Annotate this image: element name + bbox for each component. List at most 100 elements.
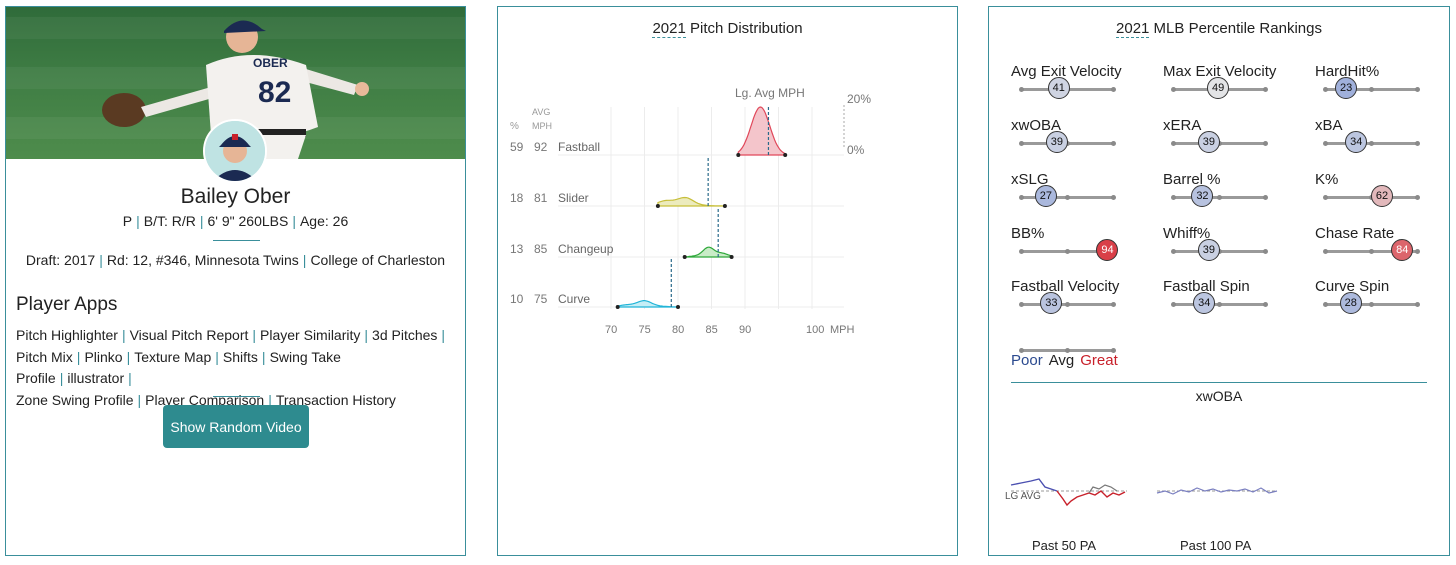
pitch-usage-pct: 13 xyxy=(510,242,524,256)
player-apps-title: Player Apps xyxy=(16,294,118,315)
percentile-track-dot xyxy=(1263,195,1268,200)
x-tick-label: 90 xyxy=(739,324,751,336)
percentile-value-badge[interactable]: 41 xyxy=(1047,77,1070,99)
legend-slider xyxy=(1011,324,1131,354)
pitch-max-dot xyxy=(783,153,788,157)
app-link-visual-pitch-report[interactable]: Visual Pitch Report xyxy=(129,327,249,343)
pitch-max-dot xyxy=(676,305,680,309)
percentile-track-dot xyxy=(1171,87,1176,92)
app-link-transaction-history[interactable]: Transaction History xyxy=(275,391,396,408)
divider xyxy=(213,240,260,241)
percentile-track-dot xyxy=(1263,87,1268,92)
percentile-value-badge[interactable]: 23 xyxy=(1335,77,1358,99)
percentile-value-badge[interactable]: 39 xyxy=(1197,239,1220,261)
pitch-density-curve xyxy=(657,196,725,207)
pitch-row-changeup[interactable]: 13 85 Changeup xyxy=(510,209,734,259)
pitch-avg-mph: 75 xyxy=(534,292,548,306)
pitch-distribution-year[interactable]: 2021 xyxy=(652,20,686,38)
percentile-track-dot xyxy=(1019,87,1024,92)
app-link-shifts[interactable]: Shifts xyxy=(222,348,258,365)
player-draft-info: Draft: 2017 | Rd: 12, #346, Minnesota Twin… xyxy=(25,252,446,268)
app-link-player-similarity[interactable]: Player Similarity xyxy=(260,327,361,343)
app-link-texture-map[interactable]: Texture Map xyxy=(134,348,212,365)
percentile-track-dot xyxy=(1369,302,1374,307)
percentile-track-dot xyxy=(1171,249,1176,254)
percentile-value-badge[interactable]: 39 xyxy=(1197,131,1220,153)
pitch-distribution-title-text: Pitch Distribution xyxy=(685,20,803,37)
pitch-avg-mph: 92 xyxy=(534,140,548,154)
pitch-density-curve xyxy=(684,246,733,258)
percentile-value-badge[interactable]: 34 xyxy=(1345,131,1368,153)
divider xyxy=(213,396,260,397)
percentile-track-dot xyxy=(1323,87,1328,92)
header-avg: AVG xyxy=(532,107,550,117)
percentile-track-dot xyxy=(1323,195,1328,200)
pitch-min-dot xyxy=(655,204,660,208)
jersey-name-text: OBER xyxy=(253,56,288,70)
percentile-value-badge[interactable]: 33 xyxy=(1040,292,1063,314)
legend-avg: Avg xyxy=(1048,352,1075,369)
pitch-min-dot xyxy=(615,305,620,309)
pitch-name: Fastball xyxy=(558,140,600,154)
app-link-illustrator[interactable]: illustrator xyxy=(67,370,125,386)
percentile-track-dot xyxy=(1323,302,1328,307)
percentile-legend: Poor Avg Great xyxy=(1011,352,1118,369)
app-link-player-comparison[interactable]: Player Comparison xyxy=(145,391,265,408)
percentile-value-badge[interactable]: 62 xyxy=(1371,185,1394,207)
percentile-track-dot xyxy=(1111,141,1116,146)
pitch-row-slider[interactable]: 18 81 Slider xyxy=(510,158,727,208)
percentile-track-dot xyxy=(1171,195,1176,200)
percentile-label: Max Exit Velocity xyxy=(1163,63,1277,80)
percentile-value-badge[interactable]: 39 xyxy=(1045,131,1068,153)
percentile-label: Avg Exit Velocity xyxy=(1011,63,1122,80)
percentile-track-dot xyxy=(1019,302,1024,307)
pitch-distribution-panel: 2021 Pitch Distribution % AVG MPH Lg. Av… xyxy=(497,6,958,556)
app-link-zone-swing-profile[interactable]: Zone Swing Profile xyxy=(16,391,134,408)
percentile-value-badge[interactable]: 94 xyxy=(1096,239,1119,261)
percentile-label: xwOBA xyxy=(1011,117,1062,134)
draft-team: Minnesota Twins xyxy=(194,252,299,268)
percentile-track-dot xyxy=(1065,249,1070,254)
percentile-value-badge[interactable]: 28 xyxy=(1339,292,1362,314)
pitch-row-curve[interactable]: 10 75 Curve xyxy=(510,259,680,309)
show-random-video-button[interactable]: Show Random Video xyxy=(163,405,309,448)
percentile-track-dot xyxy=(1217,195,1222,200)
pitch-max-dot xyxy=(722,204,727,208)
percentile-xera: xERA 39 xyxy=(1163,117,1303,157)
percentile-track-dot xyxy=(1323,249,1328,254)
app-link-pitch-highlighter[interactable]: Pitch Highlighter xyxy=(16,327,118,343)
app-link-pitch-mix[interactable]: Pitch Mix xyxy=(16,348,73,365)
player-age: Age: 26 xyxy=(299,213,349,229)
x-tick-label: 100 xyxy=(806,324,824,336)
lg-avg-label: LG AVG xyxy=(1005,491,1041,502)
percentile-value-badge[interactable]: 84 xyxy=(1391,239,1414,261)
percentile-label: Curve Spin xyxy=(1315,278,1390,295)
percentile-label: xERA xyxy=(1163,117,1202,134)
x-tick-label: 80 xyxy=(672,324,684,336)
percentile-curve-spin: Curve Spin 28 xyxy=(1315,278,1449,318)
pitch-usage-pct: 59 xyxy=(510,140,524,154)
percentile-value-badge[interactable]: 49 xyxy=(1207,77,1230,99)
percentile-rankings-title-text: MLB Percentile Rankings xyxy=(1149,20,1322,37)
percentile-value-badge[interactable]: 34 xyxy=(1193,292,1216,314)
percentile-fastball-velocity: Fastball Velocity 33 xyxy=(1011,278,1151,318)
player-bio: P | B/T: R/R | 6' 9" 260LBS | Age: 26 xyxy=(122,213,349,229)
app-link-swing-take-profile[interactable]: Swing Take Profile xyxy=(16,348,341,387)
percentile-rankings-year[interactable]: 2021 xyxy=(1116,20,1150,38)
jersey-number-text: 82 xyxy=(258,76,291,109)
percentile-track-dot xyxy=(1065,195,1070,200)
percentile-xslg: xSLG 27 xyxy=(1011,171,1151,211)
percentile-track-dot xyxy=(1415,249,1420,254)
draft-year: 2017 xyxy=(64,252,96,268)
player-school: College of Charleston xyxy=(310,252,446,268)
legend-poor: Poor xyxy=(1011,352,1043,369)
percentile-whiff: Whiff% 39 xyxy=(1163,225,1303,265)
app-link-plinko[interactable]: Plinko xyxy=(84,348,123,365)
percentile-track-dot xyxy=(1019,249,1024,254)
app-link-3d-pitches[interactable]: 3d Pitches xyxy=(372,327,438,343)
pitch-row-fastball[interactable]: 59 92 Fastball xyxy=(510,106,788,157)
percentile-label: K% xyxy=(1315,171,1339,188)
percentile-value-badge[interactable]: 32 xyxy=(1191,185,1214,207)
percentile-value-badge[interactable]: 27 xyxy=(1034,185,1057,207)
sparkline-past-50-mid xyxy=(1088,484,1118,494)
